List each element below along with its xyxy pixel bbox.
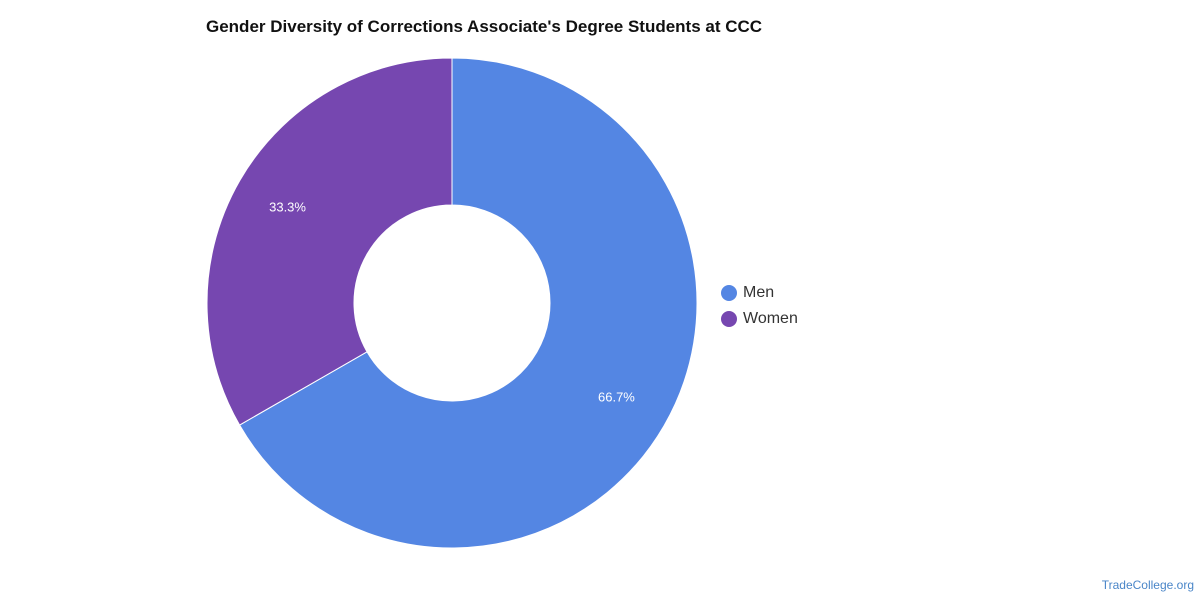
watermark[interactable]: TradeCollege.org <box>1101 578 1194 592</box>
legend-item-women[interactable]: Women <box>721 306 798 332</box>
legend-label-men: Men <box>743 284 775 301</box>
slice-label-women: 33.3% <box>269 199 306 214</box>
legend-swatch-women <box>721 311 737 327</box>
slice-labels-group: 66.7% 33.3% <box>269 199 635 404</box>
legend-label-women: Women <box>743 310 798 327</box>
slice-men[interactable] <box>238 57 698 549</box>
chart-title: Gender Diversity of Corrections Associat… <box>206 17 763 36</box>
slice-label-men: 66.7% <box>598 390 635 405</box>
legend-swatch-men <box>721 285 737 301</box>
legend-item-men[interactable]: Men <box>721 280 798 306</box>
slice-women[interactable] <box>206 57 453 426</box>
slices-group <box>206 57 698 549</box>
legend: Men Women <box>721 280 798 332</box>
